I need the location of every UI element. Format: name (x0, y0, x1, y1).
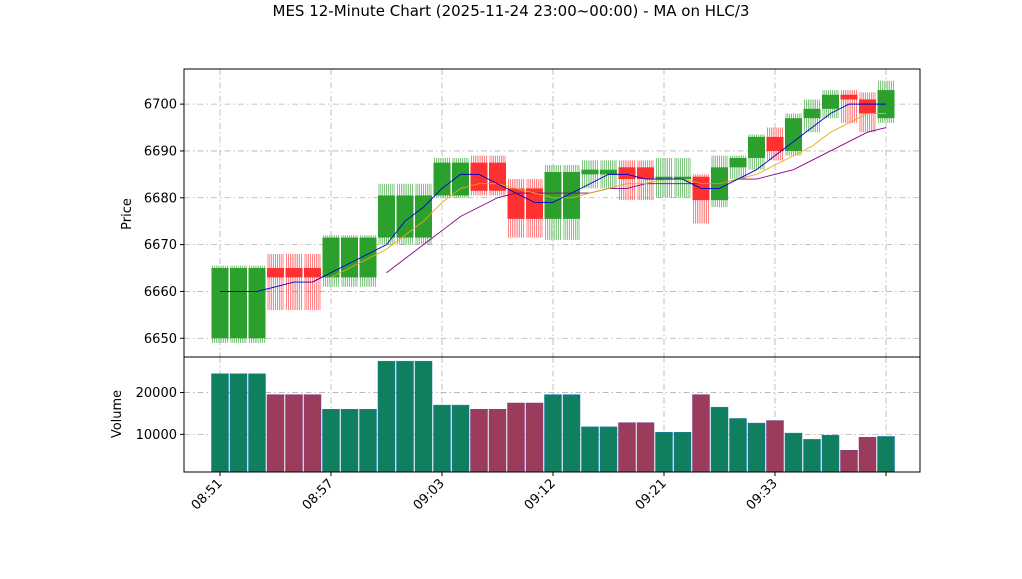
x-tick-label: 08:51 (189, 476, 226, 513)
volume-bar (285, 394, 303, 472)
volume-bar (710, 406, 729, 472)
volume-bar (266, 394, 285, 472)
volume-bar (433, 404, 451, 472)
candle-body (526, 188, 543, 219)
volume-bar (821, 434, 840, 472)
volume-bar (377, 360, 396, 472)
candle-body (230, 268, 247, 339)
volume-bar (488, 409, 507, 472)
candle-body (415, 195, 432, 238)
price-y-tick-label: 6660 (144, 285, 177, 300)
volume-bar (692, 394, 710, 472)
candle-body (341, 237, 358, 278)
candle-body (378, 195, 395, 238)
ma-slow-line (386, 127, 887, 274)
volume-axes-frame (183, 356, 921, 473)
volume-bar (784, 432, 803, 472)
price-y-tick-label: 6650 (144, 332, 177, 347)
volume-bar (858, 437, 877, 472)
x-tick-label: 09:21 (633, 476, 670, 513)
candle-body (267, 268, 284, 278)
volume-bar (562, 394, 581, 472)
volume-bar (729, 418, 747, 472)
candle-body (304, 268, 321, 278)
volume-bar (766, 420, 784, 472)
volume-bar (359, 409, 377, 472)
candle-body (359, 237, 377, 278)
volume-bar (322, 409, 340, 472)
ma-mid-line (330, 113, 886, 278)
volume-bar (581, 426, 599, 472)
price-y-tick-label: 6670 (144, 238, 177, 253)
x-tick-label: 09:33 (744, 476, 781, 513)
volume-bar (655, 432, 673, 472)
candle-body (803, 108, 821, 119)
candle-body (618, 167, 636, 180)
volume-bar (303, 394, 322, 472)
candle-body (563, 172, 580, 219)
candle-body (822, 94, 839, 109)
volume-bar (618, 422, 636, 472)
candle-body (285, 268, 303, 278)
candle-body (433, 162, 451, 196)
x-tick-label: 09:03 (411, 476, 448, 513)
volume-y-tick-label: 10000 (136, 428, 177, 443)
volume-panel: 10000 20000 08:51 08:57 09:03 09:12 09:21 09:33 (136, 356, 921, 513)
volume-bar (599, 426, 618, 472)
candle-body (637, 167, 654, 180)
ma-fast-line (220, 103, 886, 292)
volume-bar (636, 422, 655, 472)
volume-y-tick-label: 20000 (136, 386, 177, 401)
x-tick-label: 08:57 (300, 476, 337, 513)
price-y-tick-label: 6700 (144, 98, 177, 113)
volume-bar (414, 360, 433, 472)
chart-title: MES 12-Minute Chart (2025-11-24 23:00~00… (273, 2, 750, 20)
price-axis-label: Price (120, 198, 135, 230)
candle-body (859, 99, 876, 114)
volume-bars-group (211, 360, 895, 472)
candle-body (248, 268, 266, 339)
volume-bar (507, 402, 525, 472)
candle-body (766, 136, 784, 151)
candle-body (470, 162, 488, 191)
volume-bar (248, 373, 266, 472)
volume-bar (396, 360, 414, 472)
x-tick-label: 09:12 (522, 476, 559, 513)
candle-body (544, 172, 562, 219)
volume-bar (673, 432, 692, 472)
price-panel: 6650 6660 6670 6680 6690 6700 (144, 68, 921, 358)
candle-body (729, 157, 747, 168)
volume-bar (525, 402, 544, 472)
candle-body (211, 268, 229, 339)
candle-body (748, 136, 765, 158)
volume-bar (470, 409, 488, 472)
volume-bar (803, 439, 821, 472)
candles-group (211, 80, 895, 343)
volume-bar (340, 409, 359, 472)
candle-body (655, 176, 673, 180)
price-y-tick-label: 6680 (144, 191, 177, 206)
price-y-tick-label: 6690 (144, 144, 177, 159)
volume-bar (877, 436, 895, 472)
volume-bar (544, 394, 562, 472)
volume-bar (211, 373, 229, 472)
volume-bar (451, 404, 470, 472)
candle-body (322, 237, 340, 278)
volume-bar (229, 373, 248, 472)
candle-body (785, 118, 802, 151)
volume-bar (747, 422, 766, 472)
candle-body (840, 94, 858, 100)
candle-body (600, 169, 617, 175)
candle-body (581, 169, 599, 175)
candle-body (674, 176, 691, 180)
volume-axis-label: Volume (110, 390, 125, 438)
candle-body (507, 188, 525, 219)
volume-bar (840, 450, 858, 472)
